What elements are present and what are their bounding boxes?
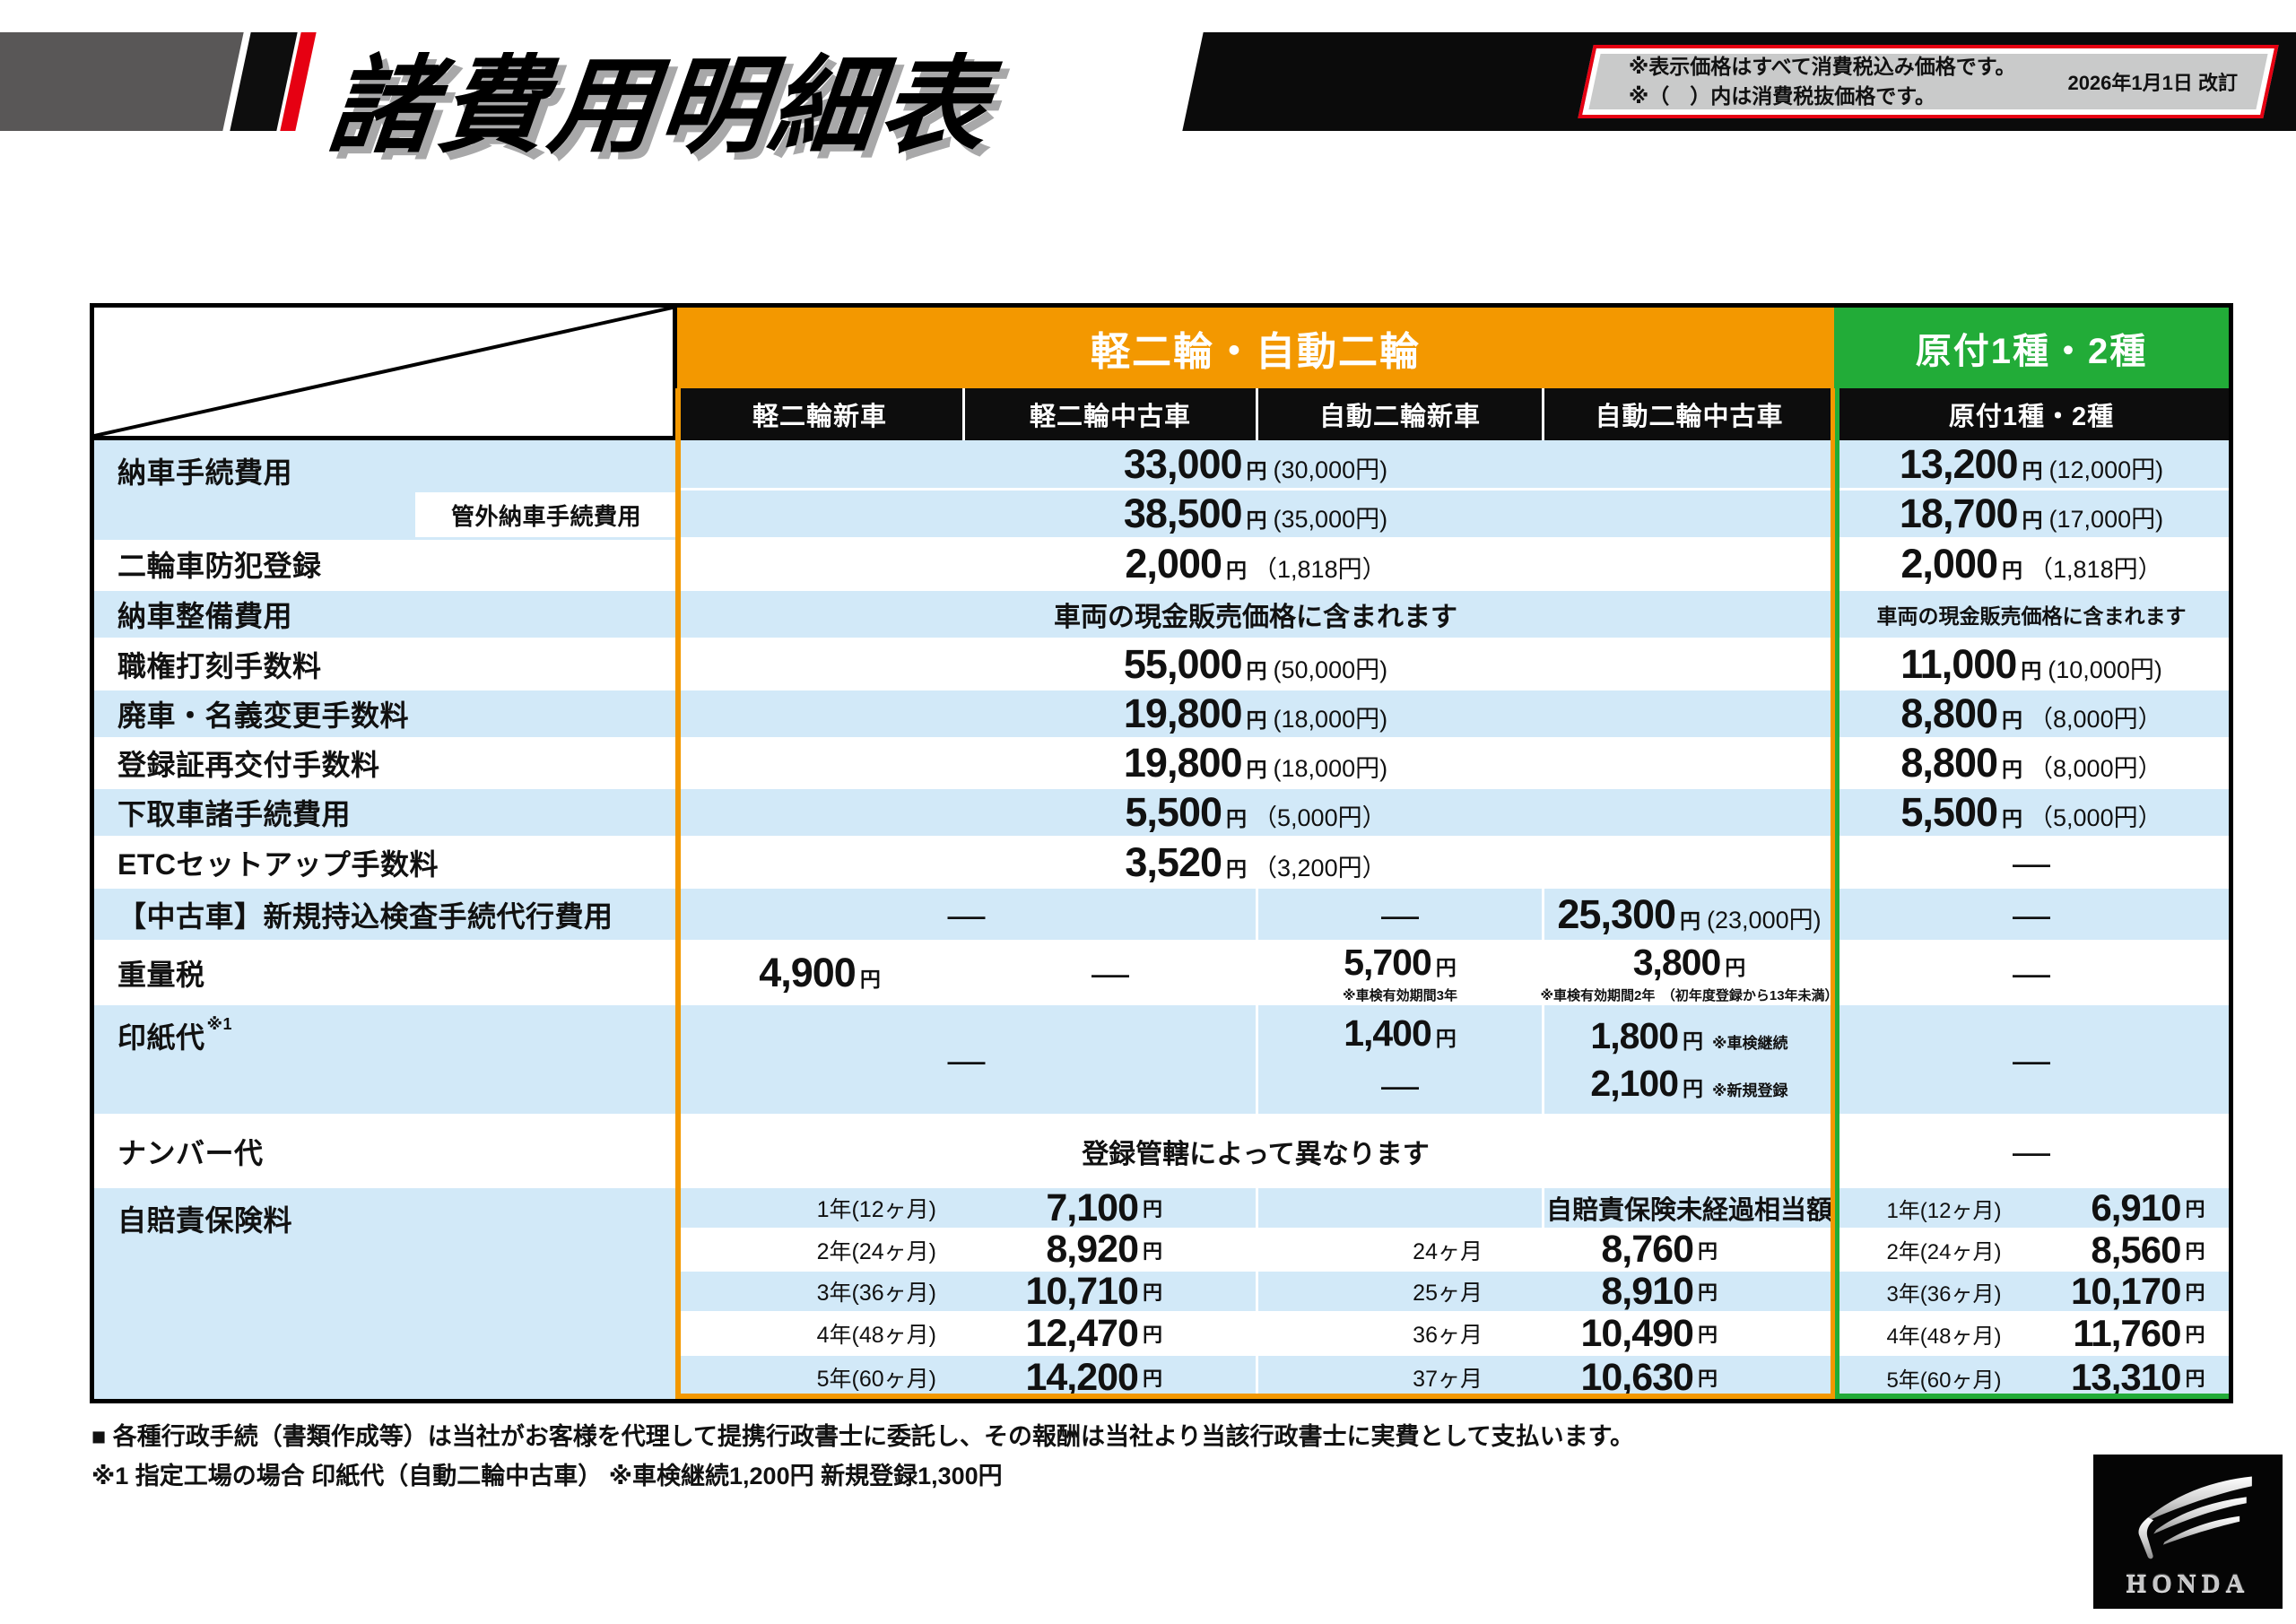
row-label-liability: 自賠責保険料 <box>94 1188 677 1399</box>
value-delivery-prep-main: 車両の現金販売価格に含まれます <box>677 591 1834 640</box>
liability-light-1y: 1年(12ヶ月) 7,100 円 <box>677 1186 1256 1230</box>
value-stamp-fee-gen: — <box>1834 1005 2229 1116</box>
deco-gray-stripe <box>0 32 244 131</box>
value-stamp-fee-moto-new: 1,400 円 — <box>1256 1005 1542 1116</box>
value-cert-reissue-main: 19,800 円 (18,000円) <box>677 740 1834 789</box>
col-header-light-new: 軽二輪新車 <box>677 388 962 440</box>
liability-gen-5y: 5年(60ヶ月) 13,310 円 <box>1834 1356 2229 1399</box>
value-stamp-fee-light: — <box>677 1005 1256 1116</box>
value-deregistration-gen: 8,800 円（8,000円） <box>1834 690 2229 740</box>
value-trade-in-gen: 5,500 円（5,000円） <box>1834 789 2229 838</box>
fee-table: 軽二輪・自動二輪 原付1種・2種 軽二輪新車 軽二輪中古車 自動二輪新車 自動二… <box>90 303 2233 1403</box>
footnote-stamp: ※1 指定工場の場合 印紙代（自動二輪中古車） ※車検継続1,200円 新規登録… <box>91 1463 1003 1489</box>
row-label-deregistration: 廃車・名義変更手数料 <box>94 690 677 740</box>
honda-wing-icon <box>2138 1476 2252 1559</box>
liability-moto-24m: 24ヶ月 8,760 円 <box>1256 1228 1834 1272</box>
liability-light-2y: 2年(24ヶ月) 8,920 円 <box>677 1228 1256 1272</box>
liability-moto-25m: 25ヶ月 8,910 円 <box>1256 1270 1834 1314</box>
value-weight-tax-moto-new: 5,700 円 ※車検有効期間3年 <box>1256 942 1542 1005</box>
group-gen-bottom-border <box>1835 1394 2229 1399</box>
row-label-weight-tax: 重量税 <box>94 942 677 1005</box>
value-used-inspection-moto-used: 25,300 円 (23,000円) <box>1542 889 1834 942</box>
value-etc-setup-main: 3,520 円（3,200円） <box>677 838 1834 889</box>
tax-note-line2: ※（ ）内は消費税抜価格です。 <box>1629 84 1936 108</box>
row-label-cert-reissue: 登録証再交付手数料 <box>94 740 677 789</box>
row-label-etc-setup: ETCセットアップ手数料 <box>94 838 677 889</box>
liability-gen-2y: 2年(24ヶ月) 8,560 円 <box>1834 1229 2229 1272</box>
liability-light-4y: 4年(48ヶ月) 12,470 円 <box>677 1312 1256 1356</box>
liability-moto-new-empty <box>1256 1188 1542 1230</box>
row-label-delivery-outside: 管外納車手続費用 <box>415 492 677 537</box>
value-cert-reissue-gen: 8,800 円（8,000円） <box>1834 740 2229 789</box>
revision-date: 2026年1月1日 改訂 <box>2067 72 2239 94</box>
liability-gen-3y: 3年(36ヶ月) 10,170 円 <box>1834 1270 2229 1314</box>
value-plate-fee-gen: — <box>1834 1116 2229 1188</box>
group-light-left-border <box>675 388 681 1399</box>
tax-note-box: ※表示価格はすべて消費税込み価格です。 ※（ ）内は消費税抜価格です。 2026… <box>1578 45 2279 118</box>
col-header-gentsuki: 原付1種・2種 <box>1834 388 2229 440</box>
value-weight-tax-light-used: — <box>962 942 1256 1005</box>
tax-note-line1: ※表示価格はすべて消費税込み価格です。 <box>1629 54 2016 78</box>
footnote-marker: ※1 <box>206 1015 233 1033</box>
group-gen-left-border <box>1835 388 1839 1399</box>
value-delivery-prep-gen: 車両の現金販売価格に含まれます <box>1834 591 2229 640</box>
value-used-inspection-light: — <box>677 889 1256 942</box>
group-header-gentsuki: 原付1種・2種 <box>1834 308 2229 388</box>
value-anti-theft-main: 2,000 円（1,818円） <box>677 540 1834 591</box>
value-delivery-outside-gen: 18,700 円 (17,000円) <box>1834 491 2229 540</box>
footnote-admin: ■ 各種行政手続（書類作成等）は当社がお客様を代理して提携行政書士に委託し、その… <box>91 1423 1634 1450</box>
diagonal-line <box>94 308 673 436</box>
page-header: 諸費用明細表 ※表示価格はすべて消費税込み価格です。 ※（ ）内は消費税抜価格で… <box>0 32 2296 166</box>
honda-wordmark: HONDA <box>2126 1569 2250 1598</box>
group-header-light-moto: 軽二輪・自動二輪 <box>677 308 1834 388</box>
value-delivery-outside-main: 38,500 円 (35,000円) <box>677 491 1834 540</box>
value-used-inspection-gen: — <box>1834 889 2229 942</box>
group-light-bottom-border <box>675 1394 1835 1399</box>
liability-moto-37m: 37ヶ月 10,630 円 <box>1256 1356 1834 1399</box>
value-stamp-fee-moto-used: 1,800 円 ※車検継続 2,100 円 ※新規登録 <box>1542 1005 1834 1116</box>
value-plate-fee-main: 登録管轄によって異なります <box>677 1116 1834 1188</box>
row-label-anti-theft: 二輪車防犯登録 <box>94 540 677 591</box>
value-deregistration-main: 19,800 円 (18,000円) <box>677 690 1834 740</box>
col-header-moto-new: 自動二輪新車 <box>1256 388 1542 440</box>
row-label-used-inspection: 【中古車】新規持込検査手続代行費用 <box>94 889 677 942</box>
row-label-stamp-fee: 印紙代 ※1 <box>94 1005 677 1116</box>
value-weight-tax-light-new: 4,900 円 <box>677 942 962 1005</box>
value-stamping-gen: 11,000 円 (10,000円) <box>1834 640 2229 690</box>
liability-unexpired: 自賠責保険未経過相当額 <box>1542 1188 1834 1230</box>
row-label-trade-in: 下取車諸手続費用 <box>94 789 677 838</box>
liability-light-5y: 5年(60ヶ月) 14,200 円 <box>677 1356 1256 1399</box>
value-delivery-gen: 13,200 円 (12,000円) <box>1834 440 2229 491</box>
value-used-inspection-moto-new: — <box>1256 889 1542 942</box>
liability-light-3y: 3年(36ヶ月) 10,710 円 <box>677 1270 1256 1314</box>
liability-gen-1y: 1年(12ヶ月) 6,910 円 <box>1834 1186 2229 1230</box>
col-header-moto-used: 自動二輪中古車 <box>1542 388 1834 440</box>
value-trade-in-main: 5,500 円（5,000円） <box>677 789 1834 838</box>
corner-cell <box>94 308 677 440</box>
value-anti-theft-gen: 2,000 円（1,818円） <box>1834 540 2229 591</box>
value-weight-tax-moto-used: 3,800 円 ※車検有効期間2年 （初年度登録から13年未満） <box>1540 942 1839 1005</box>
value-delivery-main: 33,000 円 (30,000円) <box>677 440 1834 491</box>
liability-gen-4y: 4年(48ヶ月) 11,760 円 <box>1834 1312 2229 1356</box>
row-label-delivery-prep: 納車整備費用 <box>94 591 677 640</box>
value-weight-tax-gen: — <box>1834 942 2229 1005</box>
page-title: 諸費用明細表 <box>322 48 997 166</box>
row-label-stamping: 職権打刻手数料 <box>94 640 677 690</box>
row-label-plate-fee: ナンバー代 <box>94 1116 677 1188</box>
honda-logo: HONDA <box>2093 1455 2283 1609</box>
value-etc-setup-gen: — <box>1834 838 2229 889</box>
col-header-light-used: 軽二輪中古車 <box>962 388 1256 440</box>
liability-moto-36m: 36ヶ月 10,490 円 <box>1256 1312 1834 1356</box>
value-stamping-main: 55,000 円 (50,000円) <box>677 640 1834 690</box>
group-light-right-border <box>1831 388 1835 1399</box>
row-label-delivery: 納車手続費用 管外納車手続費用 <box>94 440 677 540</box>
